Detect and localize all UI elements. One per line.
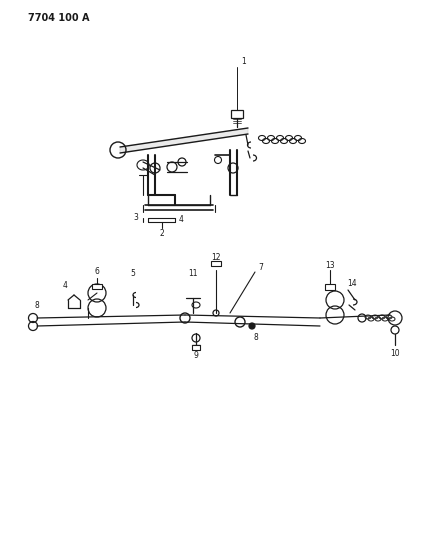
Bar (231, 110, 243, 118)
Text: 1: 1 (241, 58, 246, 67)
Circle shape (249, 323, 255, 329)
Text: 3: 3 (134, 214, 138, 222)
Text: 6: 6 (95, 266, 99, 276)
Text: 14: 14 (347, 279, 357, 287)
Text: 12: 12 (211, 254, 221, 262)
Bar (211, 261, 221, 266)
Text: 9: 9 (193, 351, 199, 360)
Text: 8: 8 (35, 302, 40, 311)
Text: 10: 10 (390, 349, 400, 358)
Text: 4: 4 (178, 215, 184, 224)
Text: 5: 5 (131, 269, 135, 278)
Text: 7704 100 A: 7704 100 A (28, 13, 89, 23)
Bar (325, 284, 335, 290)
Text: 8: 8 (254, 334, 259, 343)
Text: 11: 11 (188, 269, 198, 278)
Text: 13: 13 (325, 261, 335, 270)
Text: 2: 2 (160, 230, 164, 238)
Polygon shape (120, 128, 248, 153)
Text: 7: 7 (258, 263, 263, 272)
Text: 4: 4 (62, 280, 68, 289)
Bar (192, 345, 200, 350)
Bar (92, 284, 102, 289)
